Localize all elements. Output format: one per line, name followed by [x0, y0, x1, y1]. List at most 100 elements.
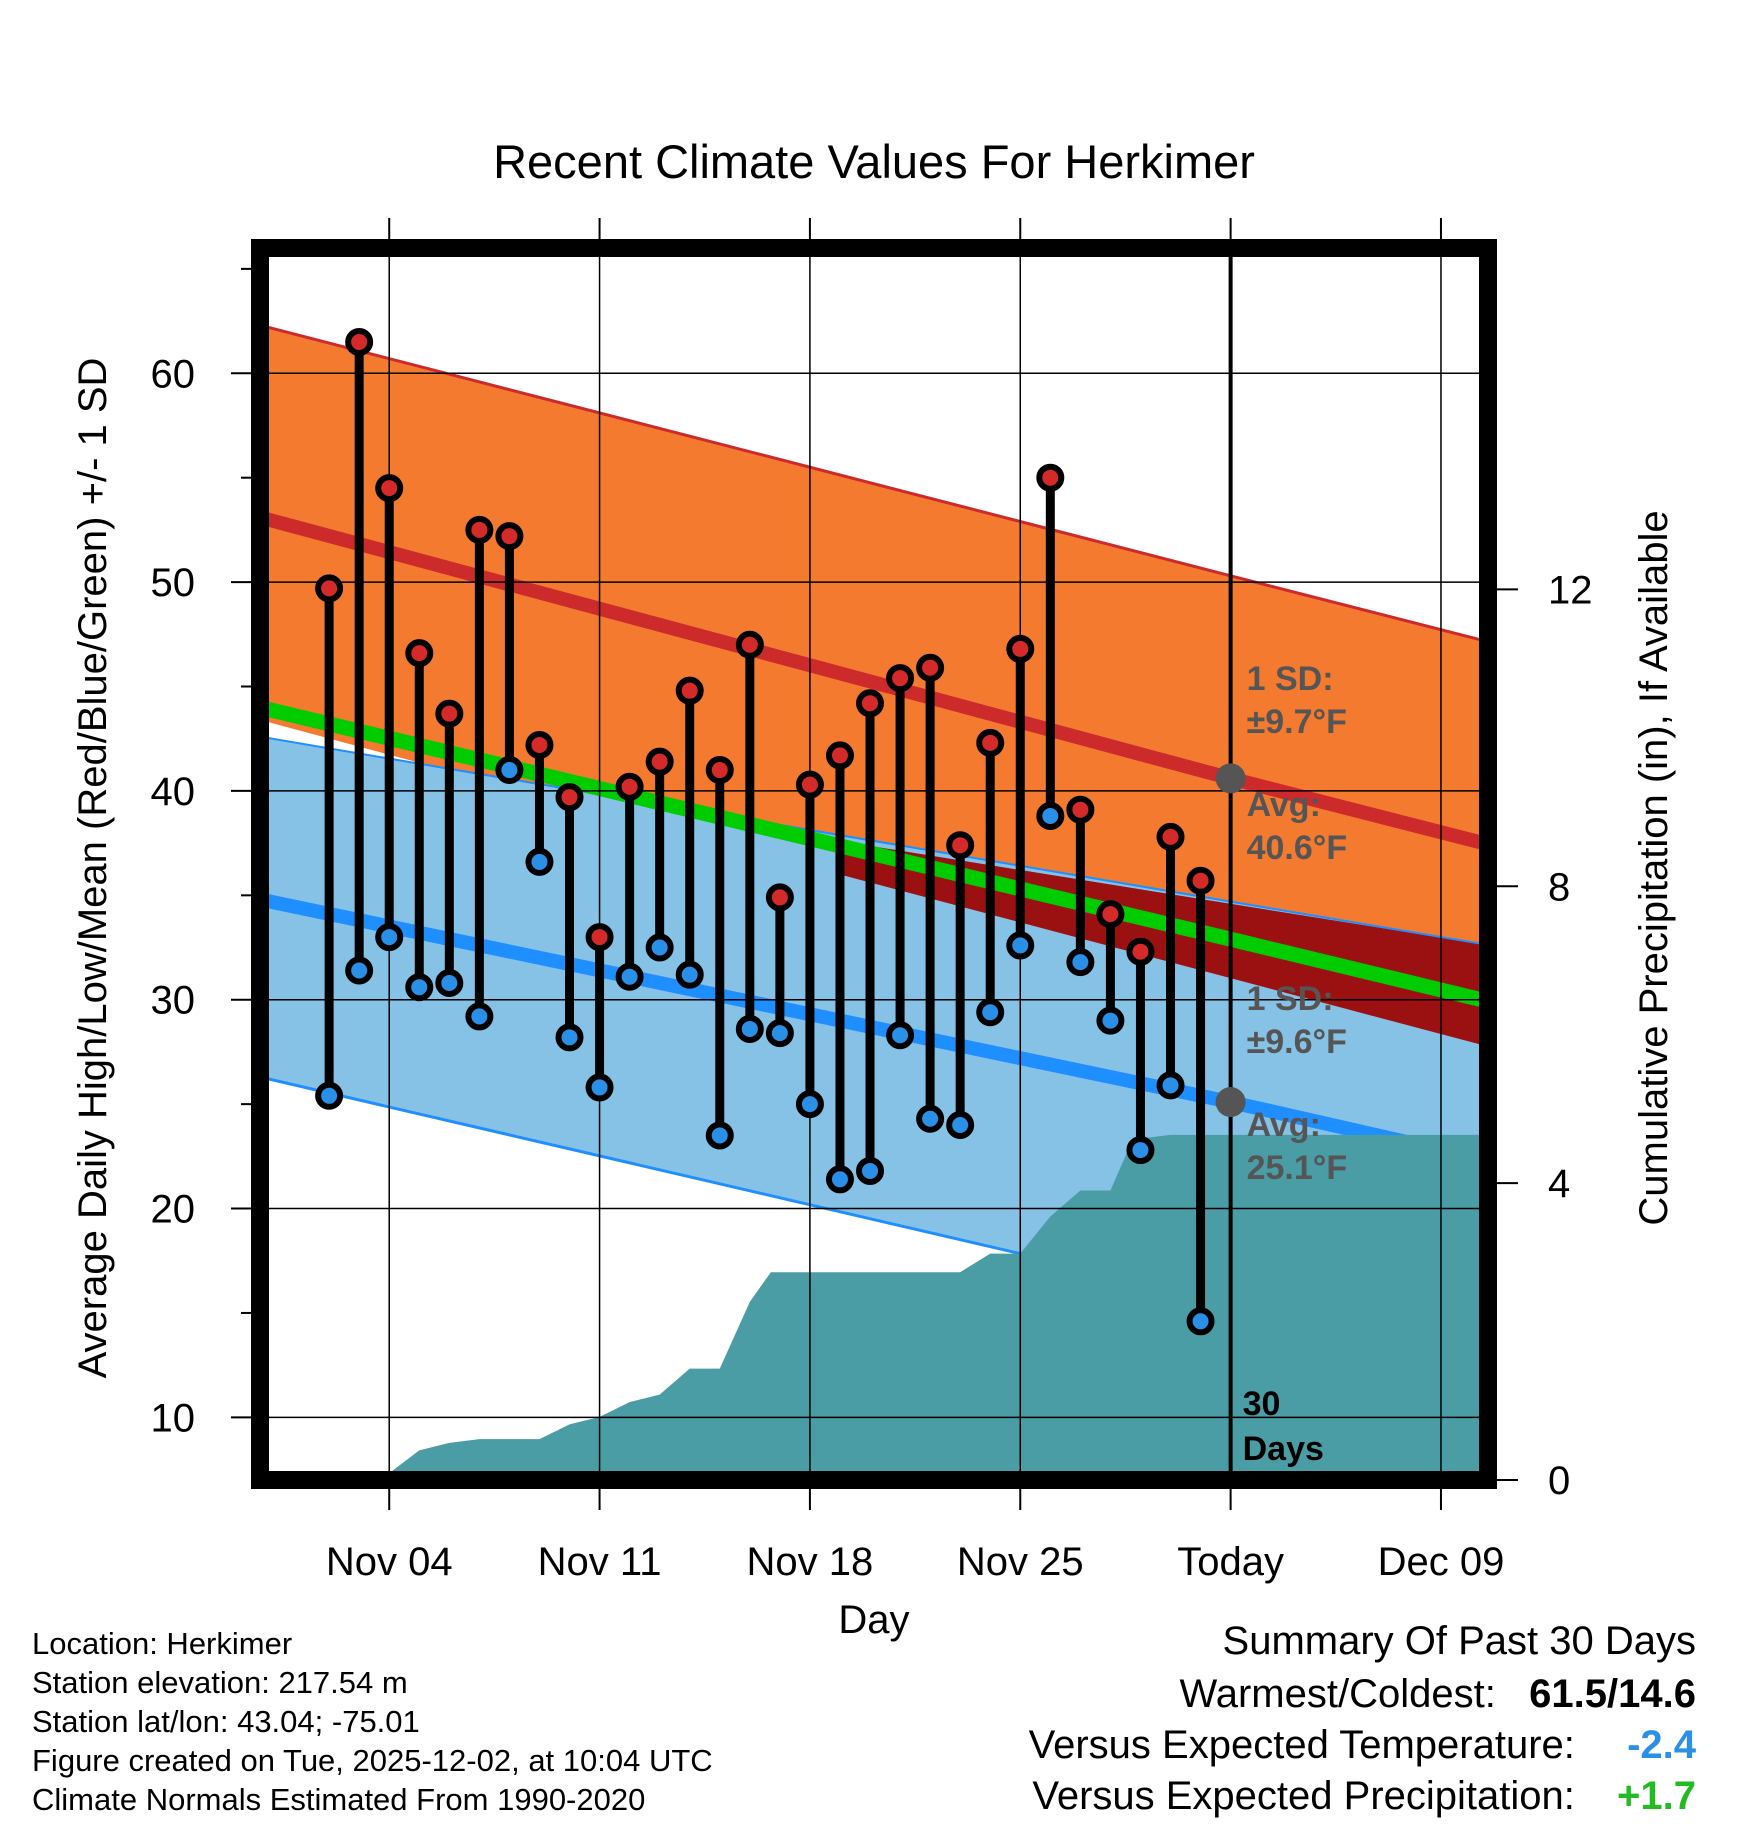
low-temp-point: [585, 1073, 614, 1102]
high-temp-point: [435, 699, 464, 728]
high-temp-point: [375, 474, 404, 503]
high-temp-point: [615, 772, 644, 801]
high-temp-point: [345, 327, 374, 356]
high-temp-point: [1156, 822, 1185, 851]
low-temp-point: [615, 962, 644, 991]
low-temp-point: [345, 956, 374, 985]
axes: Nov 04 Nov 11 Nov 18 Nov 25 Today Dec 09 10 20 3…: [151, 218, 1593, 1584]
warm-cold-value: 61.5/14.6: [1529, 1672, 1696, 1716]
low-temp-point: [675, 960, 704, 989]
high-temp-point: [886, 664, 915, 693]
high-temp-point: [645, 747, 674, 776]
low-temp-point: [886, 1021, 915, 1050]
low-temp-point: [645, 933, 674, 962]
low-temp-point: [465, 1002, 494, 1031]
y2-tick-label: 4: [1548, 1162, 1570, 1206]
days-word-label: Days: [1243, 1430, 1324, 1468]
figure-created: Figure created on Tue, 2025-12-02, at 10…: [32, 1743, 713, 1778]
low-temp-point: [1156, 1071, 1185, 1100]
high-temp-point: [555, 783, 584, 812]
high-temp-point: [735, 630, 764, 659]
low-temp-point: [1126, 1136, 1155, 1165]
plot-area: 1 SD: ±9.7°F Avg: 40.6°F 1 SD: ±9.6°F Avg: 25.1…: [260, 248, 1488, 1480]
low-temp-point: [1096, 1006, 1125, 1035]
y-tick-label: 10: [151, 1396, 196, 1440]
high-avg-marker: [1215, 763, 1246, 794]
low-temp-point: [825, 1165, 854, 1194]
station-location: Location: Herkimer: [32, 1626, 293, 1661]
y-tick-label: 50: [151, 561, 196, 605]
low-temp-point: [555, 1023, 584, 1052]
x-tick-label: Nov 25: [957, 1540, 1084, 1584]
high-temp-point: [765, 883, 794, 912]
low-temp-point: [916, 1104, 945, 1133]
high-temp-point: [1006, 634, 1035, 663]
low-temp-point: [1036, 801, 1065, 830]
precip-label: Versus Expected Precipitation:: [1032, 1774, 1575, 1818]
low-temp-point: [405, 973, 434, 1002]
low-temp-point: [1066, 948, 1095, 977]
high-temp-point: [795, 770, 824, 799]
high-temp-point: [405, 639, 434, 668]
summary-title: Summary Of Past 30 Days: [1222, 1619, 1696, 1663]
x-axis-title: Day: [838, 1598, 909, 1642]
low-temp-point: [856, 1156, 885, 1185]
high-temp-point: [465, 515, 494, 544]
low-temp-point: [525, 847, 554, 876]
y-tick-label: 60: [151, 352, 196, 396]
high-avg-label: Avg:: [1247, 786, 1321, 824]
low-avg-value: 25.1°F: [1247, 1149, 1348, 1187]
high-temp-point: [315, 574, 344, 603]
low-temp-point: [435, 969, 464, 998]
warm-cold-label: Warmest/Coldest:: [1179, 1672, 1496, 1716]
x-tick-label: Nov 04: [326, 1540, 453, 1584]
normals-period: Climate Normals Estimated From 1990-2020: [32, 1782, 646, 1817]
station-elevation: Station elevation: 217.54 m: [32, 1665, 408, 1700]
high-temp-point: [675, 676, 704, 705]
y2-tick-label: 12: [1548, 568, 1593, 612]
high-temp-point: [856, 689, 885, 718]
low-temp-point: [375, 923, 404, 952]
x-tick-label: Nov 11: [538, 1540, 662, 1584]
low-temp-point: [495, 756, 524, 785]
temp-label: Versus Expected Temperature:: [1028, 1723, 1575, 1767]
high-temp-point: [705, 756, 734, 785]
band-overlap: [839, 841, 1488, 1047]
x-tick-label: Today: [1177, 1540, 1284, 1584]
low-temp-point: [1186, 1307, 1215, 1336]
high-temp-point: [525, 730, 554, 759]
y-axis-title: Average Daily High/Low/Mean (Red/Blue/Gr…: [71, 358, 115, 1379]
low-avg-marker: [1215, 1087, 1246, 1118]
low-sd-value: ±9.6°F: [1247, 1023, 1347, 1061]
low-temp-point: [946, 1111, 975, 1140]
high-sd-label: 1 SD:: [1247, 660, 1334, 698]
precip-value: +1.7: [1617, 1774, 1696, 1818]
high-temp-point: [1036, 463, 1065, 492]
summary-warm-cold: Warmest/Coldest: 61.5/14.6: [1179, 1672, 1696, 1717]
precipitation-area: [380, 1134, 1488, 1480]
low-temp-point: [705, 1121, 734, 1150]
y2-tick-label: 8: [1548, 865, 1570, 909]
low-temp-point: [315, 1081, 344, 1110]
low-temp-point: [765, 1019, 794, 1048]
high-temp-point: [495, 522, 524, 551]
low-avg-label: Avg:: [1247, 1106, 1321, 1144]
summary-temperature: Versus Expected Temperature: -2.4: [1029, 1723, 1696, 1768]
high-temp-point: [976, 728, 1005, 757]
low-temp-point: [1006, 931, 1035, 960]
y2-tick-label: 0: [1548, 1459, 1570, 1503]
chart-title: Recent Climate Values For Herkimer: [493, 135, 1255, 188]
high-temp-point: [585, 923, 614, 952]
y2-axis-title: Cumulative Precipitation (in), If Availa…: [1632, 510, 1676, 1225]
x-tick-label: Nov 18: [747, 1540, 874, 1584]
high-avg-value: 40.6°F: [1247, 829, 1348, 867]
summary-precipitation: Versus Expected Precipitation: +1.7: [1032, 1774, 1696, 1819]
high-temp-point: [1066, 795, 1095, 824]
high-temp-point: [1096, 900, 1125, 929]
station-latlon: Station lat/lon: 43.04; -75.01: [32, 1704, 420, 1739]
low-temp-point: [795, 1090, 824, 1119]
y-tick-label: 30: [151, 979, 196, 1023]
station-info: Location: Herkimer Station elevation: 21…: [32, 1624, 713, 1819]
plot-frame: [251, 239, 1497, 1489]
